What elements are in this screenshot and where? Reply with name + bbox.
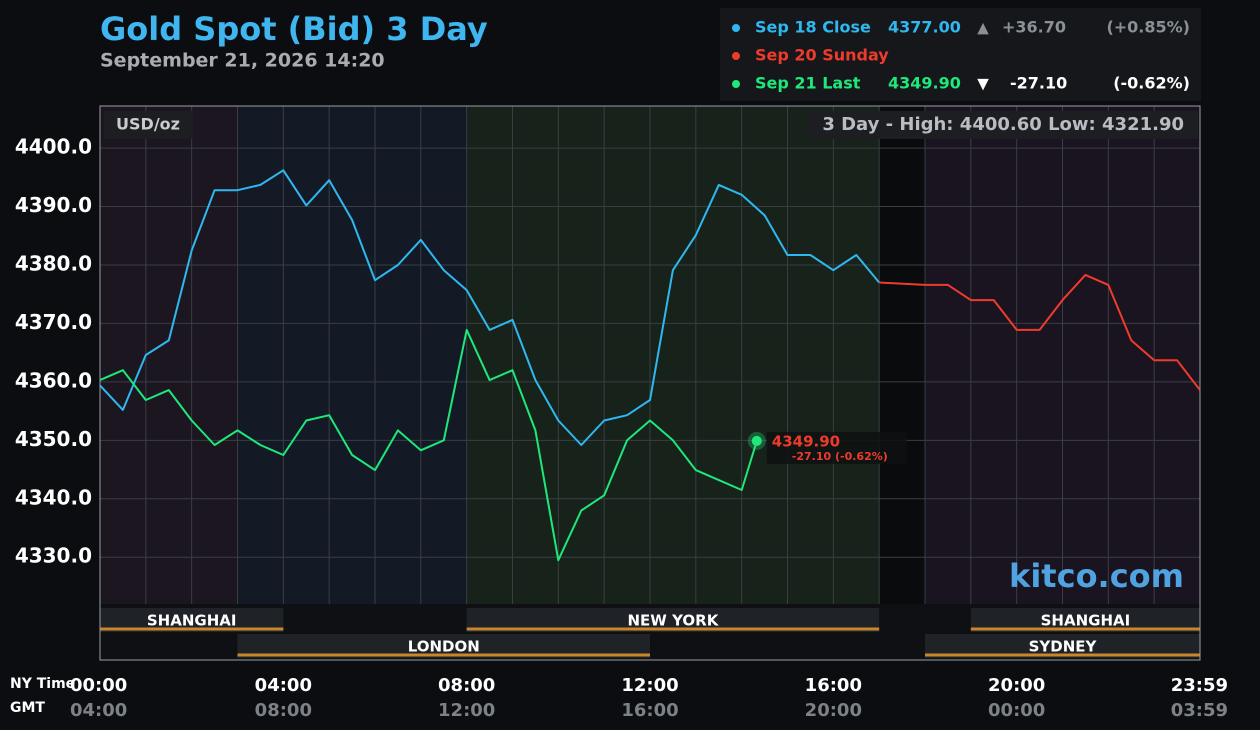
- unit-box: [104, 111, 192, 139]
- range-low: 4321.90: [1102, 114, 1184, 135]
- y-tick-label: 4350.0: [15, 427, 92, 451]
- session-band: [237, 106, 467, 604]
- legend-dot: [732, 80, 740, 88]
- session-band: [100, 106, 238, 604]
- session-label: NEW YORK: [628, 612, 720, 630]
- x-tick-label: 16:00: [805, 675, 862, 696]
- chart-title: Gold Spot (Bid) 3 Day: [100, 10, 488, 48]
- session-band: [466, 106, 880, 604]
- y-tick-label: 4380.0: [15, 251, 92, 275]
- range-high: 4400.60: [960, 114, 1042, 135]
- y-tick-label: 4360.0: [15, 368, 92, 392]
- legend-change-pct: (-0.62%): [1113, 74, 1190, 93]
- session-label: LONDON: [408, 638, 480, 656]
- legend-arrow: ▲: [977, 19, 989, 37]
- last-point: [751, 435, 762, 446]
- x-tick-label: 20:00: [988, 675, 1045, 696]
- session-label: SYDNEY: [1029, 638, 1098, 656]
- legend-latest: 4377.00: [888, 18, 961, 37]
- y-unit: USD/oz: [116, 115, 180, 134]
- x2-tick-label: 03:59: [1171, 700, 1228, 721]
- range-note: 3 Day - High: 4400.60 Low: 4321.90: [822, 114, 1184, 135]
- legend-dot: [732, 24, 740, 32]
- watermark: kitco.com: [1009, 557, 1184, 595]
- legend-label: Sep 18 Close: [755, 18, 871, 37]
- y-tick-label: 4400.0: [15, 135, 92, 159]
- last-point-change-pct: (-0.62%): [835, 450, 888, 463]
- legend-arrow: ▼: [977, 75, 989, 93]
- last-point-box: [766, 431, 907, 464]
- series-line: [879, 273, 1201, 391]
- legend-change: -27.10: [1010, 74, 1067, 93]
- session-label: SHANGHAI: [147, 612, 237, 630]
- y-tick-label: 4390.0: [15, 193, 92, 217]
- x-tick-label: 12:00: [621, 675, 678, 696]
- series-line: [99, 328, 758, 562]
- chart-subtitle: September 21, 2026 14:20: [100, 50, 385, 72]
- y-tick-label: 4370.0: [15, 310, 92, 334]
- legend-change: +36.70: [1002, 18, 1066, 37]
- y-tick-label: 4330.0: [15, 544, 92, 568]
- legend-box: [720, 8, 1201, 101]
- last-point-change: -27.10 (-0.62%): [792, 450, 888, 463]
- legend-change-pct: (+0.85%): [1106, 18, 1190, 37]
- plot-border: [99, 105, 1201, 661]
- x2-axis-name: GMT: [10, 700, 45, 716]
- range-prefix: 3 Day - High:: [822, 114, 953, 135]
- legend-label: Sep 20 Sunday: [755, 46, 889, 65]
- y-tick-label: 4340.0: [15, 485, 92, 509]
- session-label: SHANGHAI: [1041, 612, 1131, 630]
- x2-tick-label: 12:00: [438, 700, 495, 721]
- x-tick-label: 23:59: [1171, 675, 1228, 696]
- legend-label: Sep 21 Last: [755, 74, 861, 93]
- legend-latest: 4349.90: [888, 74, 961, 93]
- legend-dot: [732, 52, 740, 60]
- last-point-change-abs: -27.10: [792, 450, 832, 463]
- x2-tick-label: 04:00: [70, 700, 127, 721]
- x-tick-label: 08:00: [438, 675, 495, 696]
- x2-tick-label: 20:00: [805, 700, 862, 721]
- x-tick-label: 04:00: [255, 675, 312, 696]
- range-box: [806, 111, 1198, 139]
- x-axis-name: NY Time: [10, 676, 75, 692]
- x2-tick-label: 08:00: [255, 700, 312, 721]
- session-band: [879, 106, 925, 604]
- x-tick-label: 00:00: [70, 675, 127, 696]
- range-low_prefix: Low:: [1048, 114, 1096, 135]
- series-line: [99, 169, 880, 446]
- x2-tick-label: 16:00: [621, 700, 678, 721]
- x2-tick-label: 00:00: [988, 700, 1045, 721]
- last-point-value: 4349.90: [772, 432, 840, 450]
